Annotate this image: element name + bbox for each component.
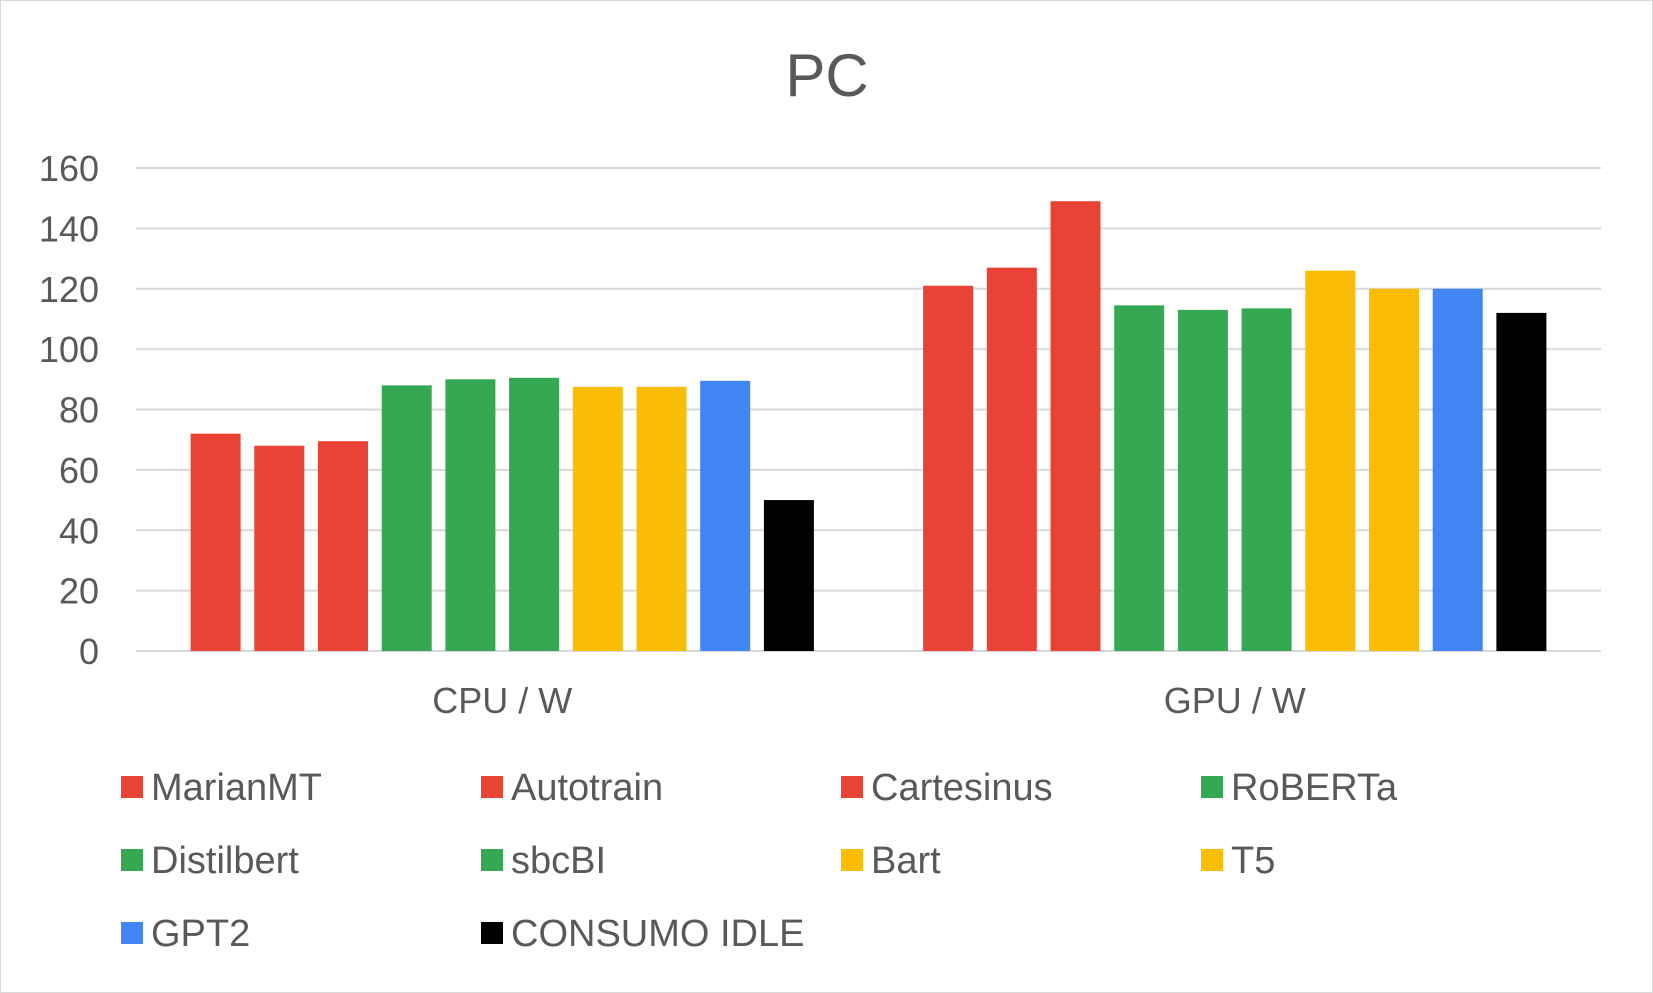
- x-axis: CPU / W GPU / W: [432, 680, 1306, 721]
- gridlines: [136, 167, 1601, 652]
- legend-label: T5: [1231, 840, 1275, 882]
- y-tick-label: 160: [39, 148, 99, 189]
- bar-bart-gpu: [1305, 270, 1356, 651]
- bar-bart-cpu: [572, 386, 623, 651]
- bar-distilbert-cpu: [445, 379, 496, 651]
- bar-gpt2-cpu: [700, 380, 751, 651]
- legend-label: sbcBI: [511, 840, 606, 882]
- legend-label: Autotrain: [511, 767, 663, 809]
- chart-title: PC: [785, 42, 868, 109]
- legend-label: RoBERTa: [1231, 767, 1398, 809]
- legend-swatch: [481, 922, 503, 944]
- y-tick-label: 0: [79, 631, 99, 672]
- bar-autotrain-gpu: [986, 267, 1037, 651]
- bar-t5-gpu: [1369, 288, 1419, 651]
- bar-gpt2-gpu: [1432, 288, 1483, 651]
- bar-sbcbi-cpu: [509, 377, 560, 651]
- x-category-label: CPU / W: [432, 680, 572, 721]
- legend-swatch: [841, 776, 863, 798]
- legend-swatch: [481, 849, 503, 871]
- legend-swatch: [121, 849, 143, 871]
- bar-t5-cpu: [636, 386, 687, 651]
- legend-swatch: [481, 776, 503, 798]
- y-tick-label: 20: [59, 571, 99, 612]
- y-tick-label: 40: [59, 510, 99, 551]
- bar-cartesinus-gpu: [1050, 201, 1101, 652]
- legend-label: Distilbert: [151, 840, 299, 882]
- y-tick-label: 120: [39, 269, 99, 310]
- legend-swatch: [1201, 849, 1223, 871]
- legend-swatch: [1201, 776, 1223, 798]
- bar-distilbert-gpu: [1177, 309, 1228, 651]
- y-tick-label: 140: [39, 208, 99, 249]
- bar-cartesinus-cpu: [318, 441, 368, 651]
- bar-roberta-gpu: [1114, 305, 1165, 651]
- bar-consumo-idle-cpu: [763, 500, 814, 651]
- legend-label: GPT2: [151, 913, 250, 955]
- bar-consumo-idle-gpu: [1496, 312, 1547, 651]
- y-tick-label: 100: [39, 329, 99, 370]
- y-axis-ticks: 0 20 40 60 80 100 120 140 160: [39, 148, 99, 672]
- legend-label: CONSUMO IDLE: [511, 913, 804, 955]
- legend-swatch: [841, 849, 863, 871]
- legend-swatch: [121, 776, 143, 798]
- legend-label: Bart: [871, 840, 941, 882]
- legend-swatch: [121, 922, 143, 944]
- bar-sbcbi-gpu: [1241, 308, 1292, 651]
- bars: [190, 201, 1547, 652]
- bar-roberta-cpu: [381, 385, 432, 651]
- y-tick-label: 80: [59, 390, 99, 431]
- y-tick-label: 60: [59, 450, 99, 491]
- bar-marianmt-gpu: [923, 285, 974, 651]
- bar-autotrain-cpu: [254, 445, 305, 651]
- x-category-label: GPU / W: [1164, 680, 1306, 721]
- legend-label: MarianMT: [151, 767, 322, 809]
- bar-marianmt-cpu: [190, 433, 241, 651]
- legend-label: Cartesinus: [871, 767, 1053, 809]
- legend: MarianMT Autotrain Cartesinus RoBERTa Distil…: [121, 767, 1398, 955]
